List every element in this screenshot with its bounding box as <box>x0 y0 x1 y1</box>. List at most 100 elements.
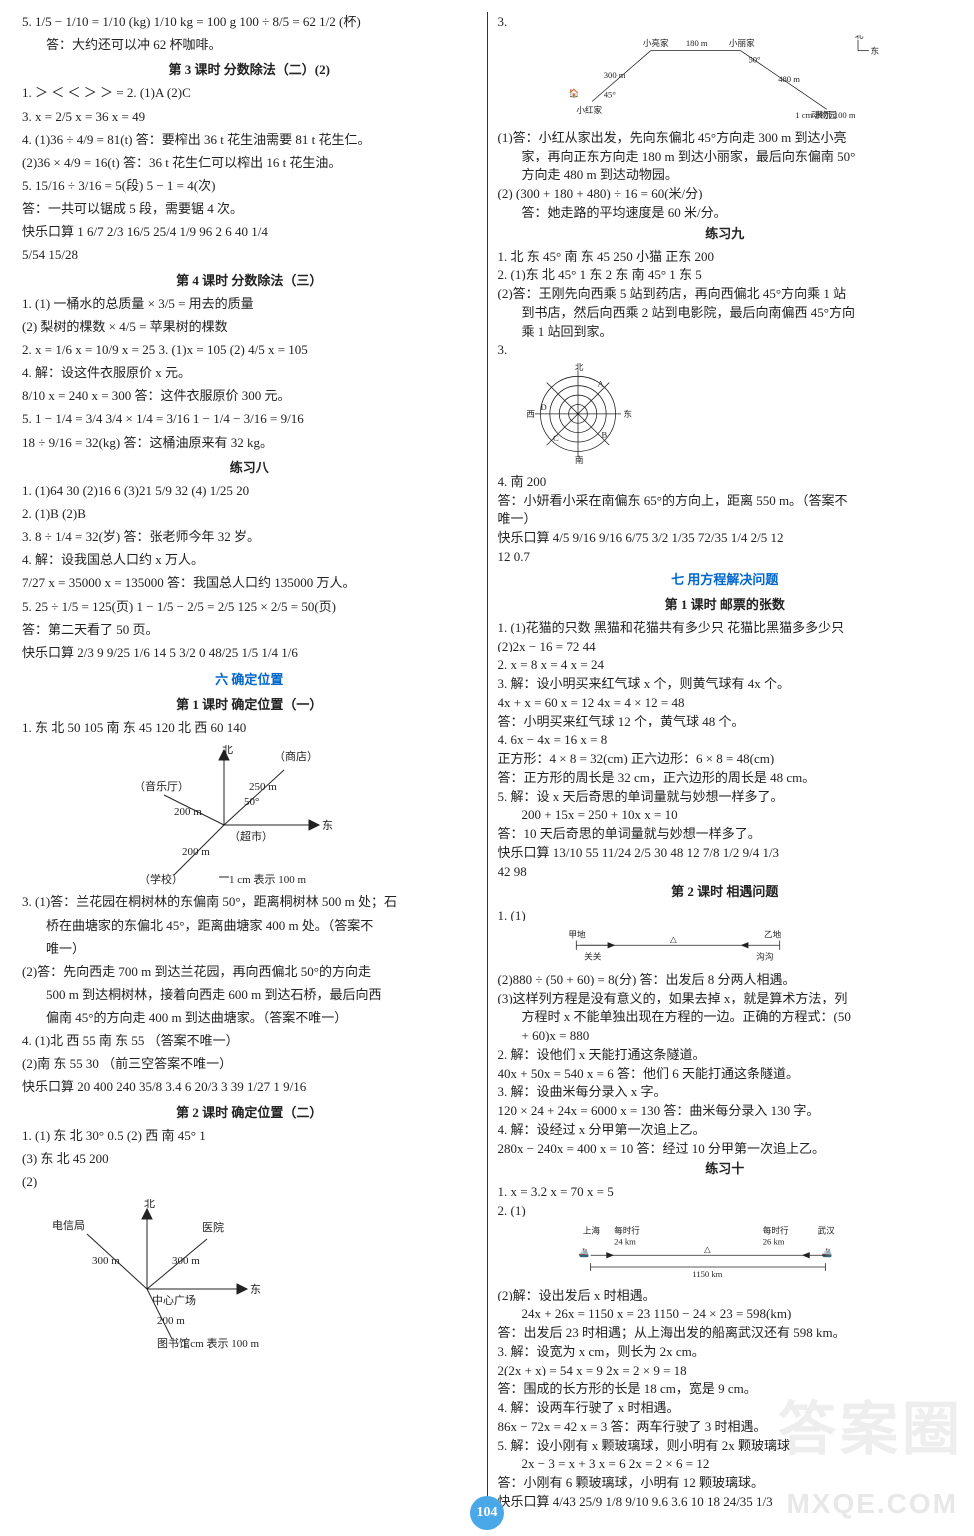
polar-diagram: 北 东 南 西 A B C D <box>508 363 648 465</box>
label: 200 m <box>174 806 202 818</box>
text-line: (2)36 × 4/9 = 16(t) 答：36 t 花生仁可以榨出 16 t … <box>22 153 477 173</box>
label: 50° <box>748 54 761 64</box>
text-line: 18 ÷ 9/16 = 32(kg) 答：这桶油原来有 32 kg。 <box>22 433 477 453</box>
label: 医院 <box>202 1220 224 1234</box>
direction-diagram-1: 北 东 （商店） （音乐厅） （超市） （学校） 50° 250 m 200 m… <box>134 745 364 885</box>
text-line: 答：10 天后奇思的单词量就与妙想一样多了。 <box>498 824 953 840</box>
text-line: 答：一共可以锯成 5 段，需要锯 4 次。 <box>22 199 477 219</box>
ship-icon: 🚢 <box>578 1247 589 1257</box>
lesson-heading: 第 1 课时 邮票的张数 <box>498 595 953 615</box>
text-line: (2)880 ÷ (50 + 60) = 8(分) 答：出发后 8 分两人相遇。 <box>498 970 953 986</box>
text-line: 快乐口算 2/3 9 9/25 1/6 14 5 3/2 0 48/25 1/5… <box>22 643 477 663</box>
text-line: 4x + x = 60 x = 12 4x = 4 × 12 = 48 <box>498 693 953 709</box>
text-line: 4. (1)36 ÷ 4/9 = 81(t) 答：要榨出 36 t 花生油需要 … <box>22 130 477 150</box>
text-line: 1. 北 东 45° 南 东 45 250 小猫 正东 200 <box>498 247 953 263</box>
text-line: 3. 解：设宽为 x cm，则长为 2x cm。 <box>498 1342 953 1358</box>
text-line: 家，再向正东方向走 180 m 到达小丽家，最后向东偏南 50° <box>498 147 953 163</box>
text-line: 2. 解：设他们 x 天能打通这条隧道。 <box>498 1045 953 1061</box>
meeting-diagram-2: 上海 武汉 每时行 每时行 24 km 26 km 🚢 🚢 △ 1150 km <box>528 1224 888 1279</box>
text-line: 7/27 x = 35000 x = 135000 答：我国总人口约 13500… <box>22 573 477 593</box>
text-line: 偏南 45°的方向走 400 m 到达曲塘家。（答案不唯一） <box>22 1008 477 1028</box>
text-line: 280x − 240x = 400 x = 10 答：经过 10 分甲第一次追上… <box>498 1139 953 1155</box>
watermark-url: MXQE.COM <box>786 1488 958 1520</box>
label: 南 <box>574 454 583 465</box>
text-line: 答：第二天看了 50 页。 <box>22 620 477 640</box>
text-line: 1. (1)64 30 (2)16 6 (3)21 5/9 32 (4) 1/2… <box>22 481 477 501</box>
text-line: 1. x = 3.2 x = 70 x = 5 <box>498 1182 953 1198</box>
watermark-text: 答案圈 <box>778 1382 964 1466</box>
text-line: 1. (1)花猫的只数 黑猫和花猫共有多少只 花猫比黑猫多多少只 <box>498 618 953 634</box>
label: （音乐厅） <box>134 779 189 793</box>
text-line: 唯一） <box>22 939 477 959</box>
label: 小丽家 <box>729 37 755 48</box>
meeting-diagram-1: 甲地 乙地 △ 关关 沟沟 <box>528 928 828 962</box>
lesson-heading: 第 4 课时 分数除法（三） <box>22 271 477 291</box>
direction-diagram-2: 北 东 电信局 医院 中心广场 图书馆 300 m 300 m 200 m 1 … <box>52 1199 272 1349</box>
text-line: 4. 解：设经过 x 分甲第一次追上乙。 <box>498 1120 953 1136</box>
label: 关关 <box>584 951 602 962</box>
text-line: 快乐口算 1 6/7 2/3 16/5 25/4 1/9 96 2 6 40 1… <box>22 222 477 242</box>
text-line: 3. 解：设曲米每分录入 x 字。 <box>498 1082 953 1098</box>
label: C <box>552 433 558 443</box>
label: 180 m <box>686 38 708 48</box>
text-line: 3. <box>498 12 953 28</box>
lesson-heading: 第 3 课时 分数除法（二）(2) <box>22 60 477 80</box>
text-line: 3. 解：设小明买来红气球 x 个，则黄气球有 4x 个。 <box>498 674 953 690</box>
label: 1 cm 表示 100 m <box>229 872 306 885</box>
svg-text:北: 北 <box>855 35 864 40</box>
label: （超市） <box>229 829 273 843</box>
text-line: 12 0.7 <box>498 547 953 563</box>
text-line: 5. 解：设 x 天后奇思的单词量就与妙想一样多了。 <box>498 787 953 803</box>
label: A <box>597 379 604 389</box>
route-diagram: 小亮家 180 m 小丽家 🏠 小红家 300 m 45° 50° 480 m … <box>515 35 935 121</box>
text-line: 40x + 50x = 540 x = 6 答：他们 6 天能打通这条隧道。 <box>498 1064 953 1080</box>
text-line: 2. (1)东 北 45° 1 东 2 东 南 45° 1 东 5 <box>498 265 953 281</box>
text-line: 1. ＞ ＜ ＜ ＞ ＞ = 2. (1)A (2)C <box>22 83 477 103</box>
text-line: 答：大约还可以冲 62 杯咖啡。 <box>22 35 477 55</box>
text-line: (2)2x − 16 = 72 44 <box>498 637 953 653</box>
text-line: (3)这样列方程是没有意义的，如果去掉 x，就是算术方法，列 <box>498 989 953 1005</box>
text-line: 答：小明买来红气球 12 个，黄气球 48 个。 <box>498 712 953 728</box>
label: 北 <box>144 1199 155 1210</box>
text-line: 1. (1) <box>498 906 953 922</box>
label: B <box>601 430 607 440</box>
label: 每时行 <box>614 1224 640 1235</box>
text-line: 正方形：4 × 8 = 32(cm) 正六边形：6 × 8 = 48(cm) <box>498 749 953 765</box>
text-line: 120 × 24 + 24x = 6000 x = 130 答：曲米每分录入 1… <box>498 1101 953 1117</box>
label: 1 cm 表示 100 m <box>182 1336 259 1349</box>
text-line: 快乐口算 4/5 9/16 9/16 6/75 3/2 1/35 72/35 1… <box>498 528 953 544</box>
text-line: 快乐口算 13/10 55 11/24 2/5 30 48 12 7/8 1/2… <box>498 843 953 859</box>
text-line: 唯一） <box>498 509 953 525</box>
label: 上海 <box>582 1224 600 1235</box>
text-line: 到书店，然后向西乘 2 站到电影院，最后向南偏西 45°方向 <box>498 303 953 319</box>
label: 200 m <box>157 1315 185 1327</box>
text-line: 42 98 <box>498 862 953 878</box>
label: 每时行 <box>762 1224 788 1235</box>
lesson-heading: 第 1 课时 确定位置（一） <box>22 695 477 715</box>
label: 沟沟 <box>756 951 773 962</box>
text-line: (2) <box>22 1172 477 1192</box>
page-container: 5. 1/5 − 1/10 = 1/10 (kg) 1/10 kg = 100 … <box>0 0 974 1536</box>
label: △ <box>704 1244 711 1254</box>
label: 北 <box>574 363 583 372</box>
text-line: 答：正方形的周长是 32 cm，正六边形的周长是 48 cm。 <box>498 768 953 784</box>
label: （商店） <box>274 749 318 763</box>
text-line: 3. 8 ÷ 1/4 = 32(岁) 答：张老师今年 32 岁。 <box>22 527 477 547</box>
page-number-badge: 104 <box>470 1496 504 1530</box>
text-line: 200 + 15x = 250 + 10x x = 10 <box>498 805 953 821</box>
text-line: 乘 1 站回到家。 <box>498 322 953 338</box>
text-line: 24x + 26x = 1150 x = 23 1150 − 24 × 23 =… <box>498 1304 953 1320</box>
text-line: 500 m 到达桐树林，接着向西走 600 m 到达石桥，最后向西 <box>22 985 477 1005</box>
label: 1150 km <box>692 1269 722 1279</box>
text-line: 4. 解：设这件衣服原价 x 元。 <box>22 363 477 383</box>
text-line: 方程时 x 不能单独出现在方程的一边。正确的方程式：(50 <box>498 1007 953 1023</box>
text-line: 4. 南 200 <box>498 472 953 488</box>
text-line: 2. (1)B (2)B <box>22 504 477 524</box>
label: 250 m <box>249 781 277 793</box>
text-line: 2. (1) <box>498 1201 953 1217</box>
right-column: 3. 小亮家 180 m 小丽家 🏠 小红家 300 m 45° 50° 480… <box>490 12 961 1508</box>
text-line: 桥在曲塘家的东偏北 45°，距离曲塘家 400 m 处。（答案不 <box>22 916 477 936</box>
text-line: 5. 1/5 − 1/10 = 1/10 (kg) 1/10 kg = 100 … <box>22 12 477 32</box>
label: △ <box>670 934 677 944</box>
text-line: (2)解：设出发后 x 时相遇。 <box>498 1286 953 1302</box>
